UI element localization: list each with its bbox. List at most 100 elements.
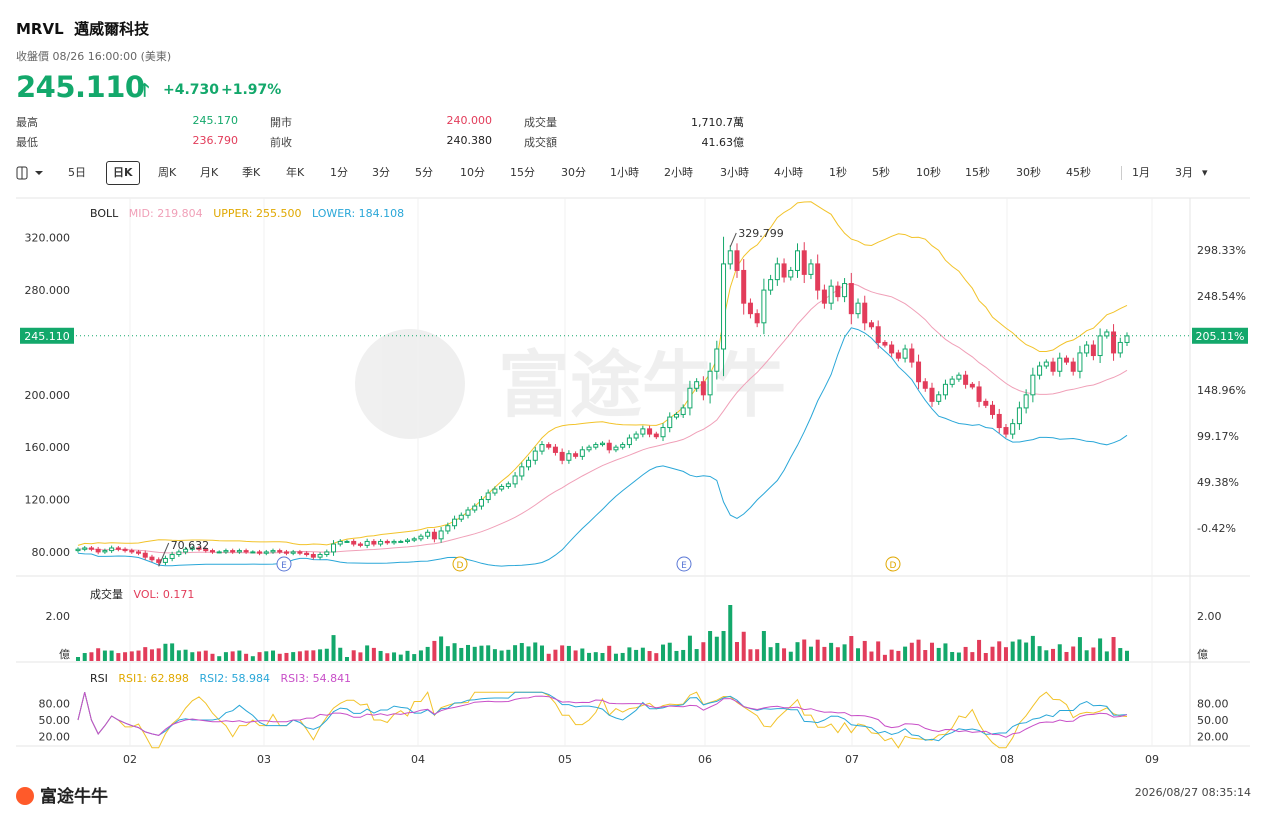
price-tick-label: 80.000 bbox=[32, 546, 71, 559]
candle-body bbox=[647, 428, 653, 435]
candle-body bbox=[687, 387, 693, 409]
period-tab-10[interactable]: 15分 bbox=[510, 166, 535, 179]
rsi1-value: RSI1: 62.898 bbox=[118, 672, 189, 685]
candle-body bbox=[351, 540, 357, 545]
candle-body bbox=[821, 289, 827, 304]
candle-body bbox=[1070, 361, 1076, 372]
period-tab-23[interactable]: 3月 bbox=[1175, 166, 1193, 179]
period-tab-0[interactable]: 5日 bbox=[68, 166, 86, 179]
volume-bar bbox=[842, 644, 847, 661]
candle-body bbox=[122, 548, 128, 552]
candle-body bbox=[1111, 331, 1117, 354]
volume-bar bbox=[829, 642, 834, 661]
volume-bar bbox=[613, 653, 618, 661]
volume-bar bbox=[143, 647, 148, 661]
period-tab-2[interactable]: 周K bbox=[158, 166, 177, 179]
period-tab-20[interactable]: 30秒 bbox=[1016, 166, 1041, 179]
period-tab-3[interactable]: 月K bbox=[200, 166, 219, 179]
volume-tick-label: 2.00 bbox=[46, 610, 71, 623]
period-tab-9[interactable]: 10分 bbox=[460, 166, 485, 179]
candle-body bbox=[1063, 357, 1069, 363]
period-tab-19[interactable]: 15秒 bbox=[965, 166, 990, 179]
period-tab-15[interactable]: 4小時 bbox=[774, 166, 803, 179]
period-tab-14[interactable]: 3小時 bbox=[720, 166, 749, 179]
pct-tick-label: 49.38% bbox=[1197, 476, 1239, 489]
candle-body bbox=[976, 386, 982, 402]
period-tab-16[interactable]: 1秒 bbox=[829, 166, 847, 179]
candle-body bbox=[781, 263, 787, 278]
volume-panel-label: 成交量 bbox=[90, 588, 123, 601]
volume-bar bbox=[264, 651, 269, 661]
volume-bar bbox=[600, 652, 605, 661]
rsi2-line bbox=[77, 691, 1128, 742]
volume-bar bbox=[1051, 648, 1056, 661]
event-marker-label: E bbox=[681, 561, 687, 571]
period-tab-1[interactable]: 日K bbox=[106, 161, 140, 185]
volume-bar bbox=[627, 647, 632, 661]
candle-body bbox=[990, 404, 996, 415]
candle-body bbox=[673, 413, 679, 418]
period-tab-4[interactable]: 季K bbox=[242, 166, 261, 179]
volume-bar bbox=[701, 642, 706, 661]
candle-body bbox=[996, 413, 1002, 429]
volume-bar bbox=[970, 652, 975, 661]
chart-type-dropdown[interactable] bbox=[16, 162, 44, 184]
candle-type-icon bbox=[16, 166, 43, 180]
candle-body bbox=[485, 492, 491, 501]
month-label: 07 bbox=[845, 753, 859, 766]
volume-bar bbox=[896, 650, 901, 661]
candle-body bbox=[95, 548, 101, 553]
volume-bar bbox=[916, 639, 921, 661]
current-pct-tag-label: 205.11% bbox=[1196, 330, 1245, 343]
period-tab-7[interactable]: 3分 bbox=[372, 166, 390, 179]
pct-tick-label: 248.54% bbox=[1197, 290, 1246, 303]
candle-body bbox=[438, 530, 444, 540]
volume-bar bbox=[149, 649, 154, 661]
volume-bar bbox=[950, 652, 955, 661]
volume-bar bbox=[425, 646, 430, 661]
volume-bar bbox=[708, 631, 713, 661]
volume-bar bbox=[492, 649, 497, 661]
prev-close-label: 前收 bbox=[270, 136, 292, 149]
candle-body bbox=[425, 531, 431, 537]
candle-body bbox=[1003, 427, 1009, 435]
period-tab-13[interactable]: 2小時 bbox=[664, 166, 693, 179]
period-tab-12[interactable]: 1小時 bbox=[610, 166, 639, 179]
volume-bar bbox=[526, 646, 531, 661]
period-tab-8[interactable]: 5分 bbox=[415, 166, 433, 179]
volume-legend: 成交量 VOL: 0.171 bbox=[90, 586, 194, 602]
period-tab-18[interactable]: 10秒 bbox=[916, 166, 941, 179]
period-tab-17[interactable]: 5秒 bbox=[872, 166, 890, 179]
period-tab-11[interactable]: 30分 bbox=[561, 166, 586, 179]
volume-bar bbox=[304, 650, 309, 661]
volume-bar bbox=[728, 605, 733, 661]
candle-body bbox=[721, 263, 727, 350]
volume-bar bbox=[405, 650, 410, 661]
period-tab-22[interactable]: 1月 bbox=[1132, 166, 1150, 179]
volume-bar bbox=[291, 652, 296, 661]
candle-body bbox=[337, 540, 343, 545]
volume-bar bbox=[1077, 637, 1082, 661]
candle-body bbox=[1124, 335, 1130, 343]
volume-bar bbox=[903, 646, 908, 661]
volume-bar bbox=[344, 657, 349, 661]
rsi-tick-label-right: 20.00 bbox=[1197, 731, 1229, 744]
candle-body bbox=[882, 341, 888, 346]
month-label: 04 bbox=[411, 753, 425, 766]
period-tab-6[interactable]: 1分 bbox=[330, 166, 348, 179]
candle-body bbox=[566, 453, 572, 461]
turnover-value: 41.63億 bbox=[701, 136, 745, 149]
period-tab-5[interactable]: 年K bbox=[286, 166, 305, 179]
volume-bar bbox=[997, 641, 1002, 661]
candle-body bbox=[667, 416, 673, 429]
chevron-down-icon[interactable]: ▾ bbox=[1202, 166, 1208, 179]
volume-bar bbox=[190, 652, 195, 661]
volume-bar bbox=[250, 656, 255, 661]
price-tick-label: 120.000 bbox=[25, 494, 71, 507]
candle-body bbox=[835, 285, 841, 298]
candle-body bbox=[774, 263, 780, 281]
period-tab-21[interactable]: 45秒 bbox=[1066, 166, 1091, 179]
candle-body bbox=[929, 387, 935, 402]
candle-body bbox=[270, 550, 276, 553]
